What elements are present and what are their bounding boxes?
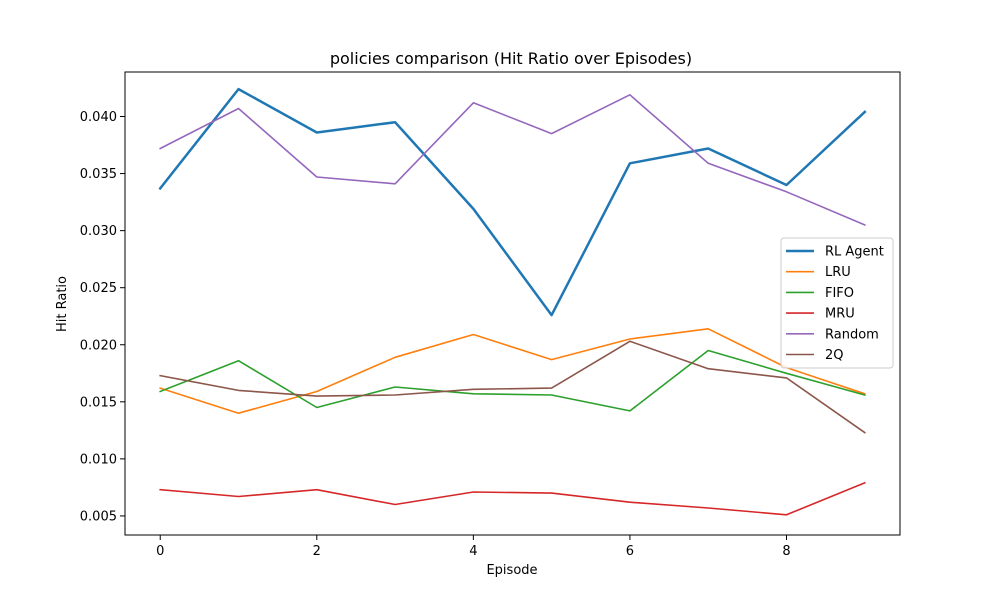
series-line-rl-agent bbox=[158, 87, 867, 317]
legend-label-rl-agent: RL Agent bbox=[825, 245, 884, 260]
series-line-random bbox=[159, 94, 866, 226]
legend-label-mru: MRU bbox=[825, 307, 855, 322]
y-axis-ticks: 0.005 0.010 0.015 0.020 0.025 0.030 0.035 0.040 bbox=[80, 110, 125, 524]
legend-box bbox=[780, 237, 894, 369]
series-line-mru bbox=[159, 481, 866, 516]
y-tick-label: 0.015 bbox=[80, 395, 117, 410]
y-tick-label: 0.020 bbox=[80, 338, 117, 353]
legend-label-2q: 2Q bbox=[825, 348, 844, 363]
plot-frame bbox=[124, 71, 901, 536]
x-tick-label: 8 bbox=[782, 544, 790, 559]
x-tick-label: 0 bbox=[156, 544, 164, 559]
y-tick-label: 0.010 bbox=[80, 452, 117, 467]
x-tick-label: 4 bbox=[469, 544, 477, 559]
legend: RL Agent LRU FIFO MRU Random 2Q bbox=[780, 237, 894, 369]
y-tick-label: 0.040 bbox=[80, 110, 117, 125]
legend-label-random: Random bbox=[825, 327, 879, 342]
y-tick-label: 0.035 bbox=[80, 167, 117, 182]
legend-label-lru: LRU bbox=[825, 265, 851, 280]
legend-label-fifo: FIFO bbox=[825, 286, 854, 301]
series-line-fifo bbox=[159, 349, 866, 412]
x-axis-ticks: 0 2 4 6 8 bbox=[156, 535, 791, 559]
y-tick-label: 0.030 bbox=[80, 224, 117, 239]
x-axis-label: Episode bbox=[486, 563, 537, 578]
series-layer bbox=[158, 87, 867, 516]
chart-title: policies comparison (Hit Ratio over Epis… bbox=[330, 49, 692, 68]
x-tick-label: 2 bbox=[313, 544, 321, 559]
x-tick-label: 6 bbox=[626, 544, 634, 559]
series-line-lru bbox=[159, 327, 866, 415]
y-tick-label: 0.005 bbox=[80, 509, 117, 524]
y-tick-label: 0.025 bbox=[80, 281, 117, 296]
y-axis-label: Hit Ratio bbox=[55, 276, 70, 332]
series-line-2q bbox=[159, 340, 866, 434]
